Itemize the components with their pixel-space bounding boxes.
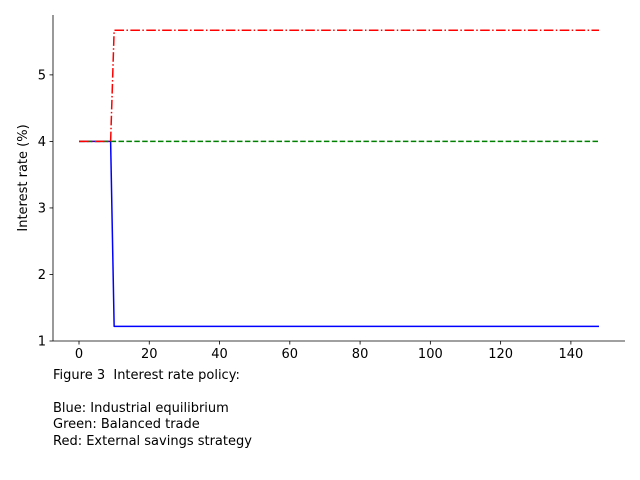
caption-blue: Blue: Industrial equilibrium [53, 400, 229, 416]
x-tick-label: 20 [141, 347, 158, 362]
x-tick-label: 140 [558, 347, 583, 362]
caption-spacer [53, 384, 252, 400]
x-tick-label: 0 [75, 347, 83, 362]
caption-red: Red: External savings strategy [53, 433, 252, 449]
y-tick-label: 5 [38, 68, 46, 83]
y-axis-label: Interest rate (%) [16, 124, 31, 231]
series-layer [79, 29, 599, 328]
series-line-1 [79, 140, 599, 328]
x-tick-label: 40 [211, 347, 228, 362]
x-tick-label: 100 [418, 347, 443, 362]
caption-title: Figure 3 Interest rate policy: [53, 368, 240, 383]
x-tick-label: 120 [488, 347, 513, 362]
axes: 0 20 40 60 80 100 120 140 1 2 3 4 5 [38, 15, 625, 362]
x-tick-label: 80 [352, 347, 369, 362]
caption-green: Green: Balanced trade [53, 417, 200, 433]
y-tick-label: 3 [38, 201, 46, 216]
figure-caption: Figure 3 Interest rate policy: Blue: Ind… [53, 368, 252, 450]
y-tick-label: 1 [38, 335, 46, 350]
y-tick-label: 2 [38, 268, 46, 283]
series-line-3 [79, 29, 599, 143]
x-tick-label: 60 [282, 347, 299, 362]
y-tick-label: 4 [38, 135, 46, 150]
